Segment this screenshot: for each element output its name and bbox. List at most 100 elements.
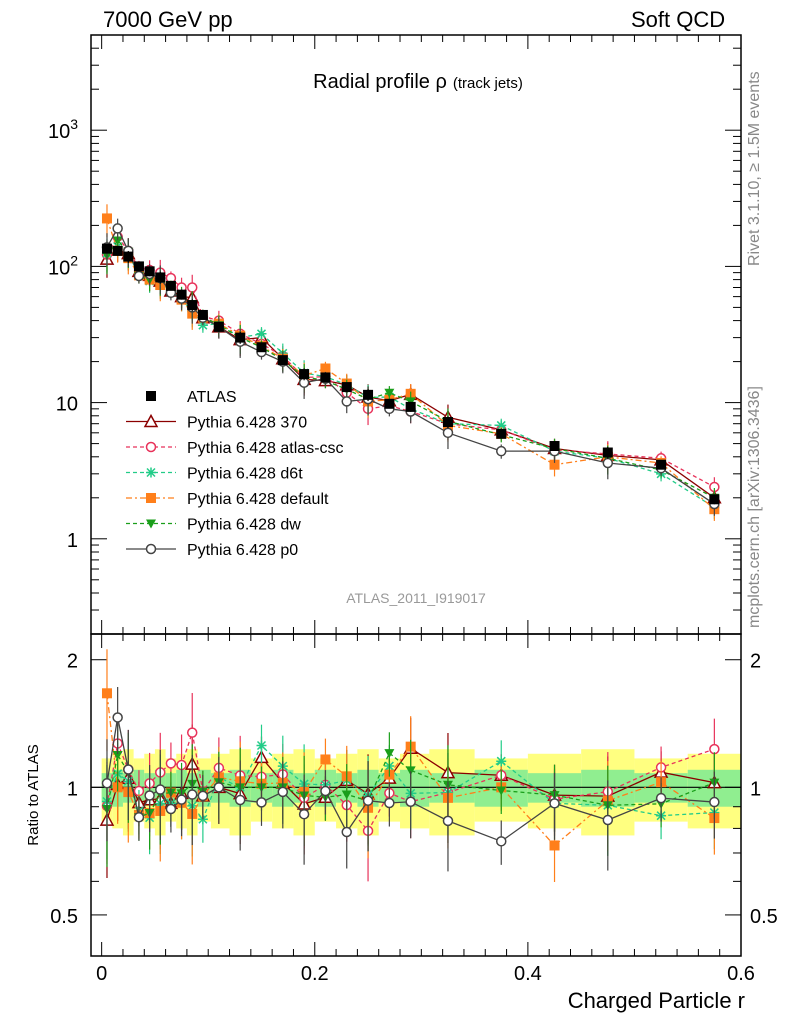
ratio-data-point <box>320 785 331 797</box>
data-point <box>256 328 267 339</box>
ratio-data-point <box>495 836 507 847</box>
y-tick-label: 10 <box>56 394 78 416</box>
legend-label: ATLAS <box>187 389 237 406</box>
legend-marker <box>143 413 159 428</box>
data-point <box>442 417 453 428</box>
legend-entry: Pythia 6.428 370 <box>126 413 307 432</box>
y-tick-label: 1 <box>67 530 78 552</box>
ratio-plot-frame <box>90 633 742 957</box>
x-axis-ticks: 0 0.2 0.4 0.6 <box>96 35 755 985</box>
ratio-data-point <box>320 754 331 765</box>
y-tick-label-right: 1 <box>750 778 761 800</box>
data-point <box>549 459 560 470</box>
legend-label: Pythia 6.428 dw <box>187 517 301 534</box>
ratio-data-point <box>144 790 155 801</box>
data-point <box>299 369 310 380</box>
legend-marker <box>146 493 156 503</box>
ratio-series-line <box>106 732 715 832</box>
data-point <box>133 261 144 272</box>
data-point <box>496 420 507 431</box>
data-point <box>602 457 614 469</box>
legend-marker <box>145 441 157 453</box>
data-point <box>144 266 155 277</box>
ratio-data-point <box>112 712 123 723</box>
ratio-data-point <box>405 766 416 776</box>
data-point <box>101 243 112 254</box>
y-tick-label: 2 <box>67 651 78 673</box>
ratio-data-point <box>655 792 667 804</box>
ratio-data-point <box>341 790 352 800</box>
series-line <box>106 249 715 499</box>
y-tick-label: 1 <box>67 778 78 800</box>
y-tick-label: 0.5 <box>50 906 78 928</box>
y-tick-label-right: 2 <box>750 651 761 673</box>
ratio-data-point <box>197 790 209 802</box>
data-point <box>112 245 123 256</box>
legend-label: Pythia 6.428 d6t <box>187 466 303 483</box>
x-axis-label: Charged Particle r <box>568 988 745 1013</box>
legend-label: Pythia 6.428 default <box>187 491 329 508</box>
data-point <box>341 396 352 407</box>
ratio-data-point <box>165 803 177 815</box>
x-tick-label: 0.4 <box>514 963 542 985</box>
ratio-data-point <box>234 794 246 806</box>
x-tick-label: 0 <box>96 963 107 985</box>
ratio-data-point <box>186 727 198 738</box>
data-point <box>197 309 208 320</box>
ratio-data-point <box>186 789 198 800</box>
data-point <box>165 280 176 291</box>
ratio-data-point <box>602 814 614 826</box>
ratio-data-point <box>101 688 112 699</box>
data-point <box>549 441 560 452</box>
data-point <box>155 272 166 283</box>
ratio-data-point <box>165 758 177 769</box>
ratio-data-point <box>384 797 395 809</box>
y-tick-label: 102 <box>48 252 78 279</box>
data-point <box>495 445 507 457</box>
header-right-label: Soft QCD <box>631 7 726 32</box>
data-point <box>112 223 123 234</box>
data-point <box>123 251 134 262</box>
legend-entry: Pythia 6.428 atlas-csc <box>126 440 344 457</box>
y-axis-label-ratio: Ratio to ATLAS <box>25 744 42 845</box>
data-point <box>176 289 187 300</box>
ratio-data-point <box>442 815 454 827</box>
chart-title-sub: (track jets) <box>453 75 523 92</box>
data-point <box>496 428 507 439</box>
data-point <box>442 427 454 439</box>
legend-entry: Pythia 6.428 dw <box>126 517 301 534</box>
data-point <box>384 388 395 398</box>
ratio-data-point <box>155 784 166 795</box>
y-tick-label: 103 <box>48 116 78 143</box>
chart-title-main: Radial profile ρ <box>313 71 447 93</box>
legend-marker <box>146 519 156 529</box>
ratio-data-point <box>496 756 507 767</box>
data-point <box>709 494 720 505</box>
ratio-data-point <box>213 782 225 793</box>
data-point <box>363 389 374 400</box>
legend-entry: Pythia 6.428 d6t <box>126 466 303 483</box>
data-point <box>101 213 112 224</box>
ratio-data-point <box>341 826 352 838</box>
data-point <box>320 372 331 383</box>
legend-marker <box>145 543 157 555</box>
y-tick-label-right: 0.5 <box>750 906 778 928</box>
analysis-label: ATLAS_2011_I919017 <box>346 590 486 606</box>
x-tick-label: 0.2 <box>301 963 329 985</box>
data-point <box>341 382 352 393</box>
data-point <box>187 300 198 311</box>
legend-label: Pythia 6.428 370 <box>187 415 307 432</box>
data-point <box>602 447 613 458</box>
ratio-data-point <box>133 811 145 823</box>
legend-entry: Pythia 6.428 default <box>126 491 329 508</box>
x-tick-label: 0.6 <box>727 963 755 985</box>
data-point <box>405 401 416 412</box>
series-atlas <box>101 243 720 505</box>
chart-title: Radial profile ρ (track jets) <box>313 71 523 93</box>
ratio-data-point <box>277 786 289 798</box>
ratio-data-point <box>549 840 560 851</box>
data-point <box>133 270 145 282</box>
data-point <box>235 332 246 343</box>
ratio-data-point <box>405 796 416 807</box>
